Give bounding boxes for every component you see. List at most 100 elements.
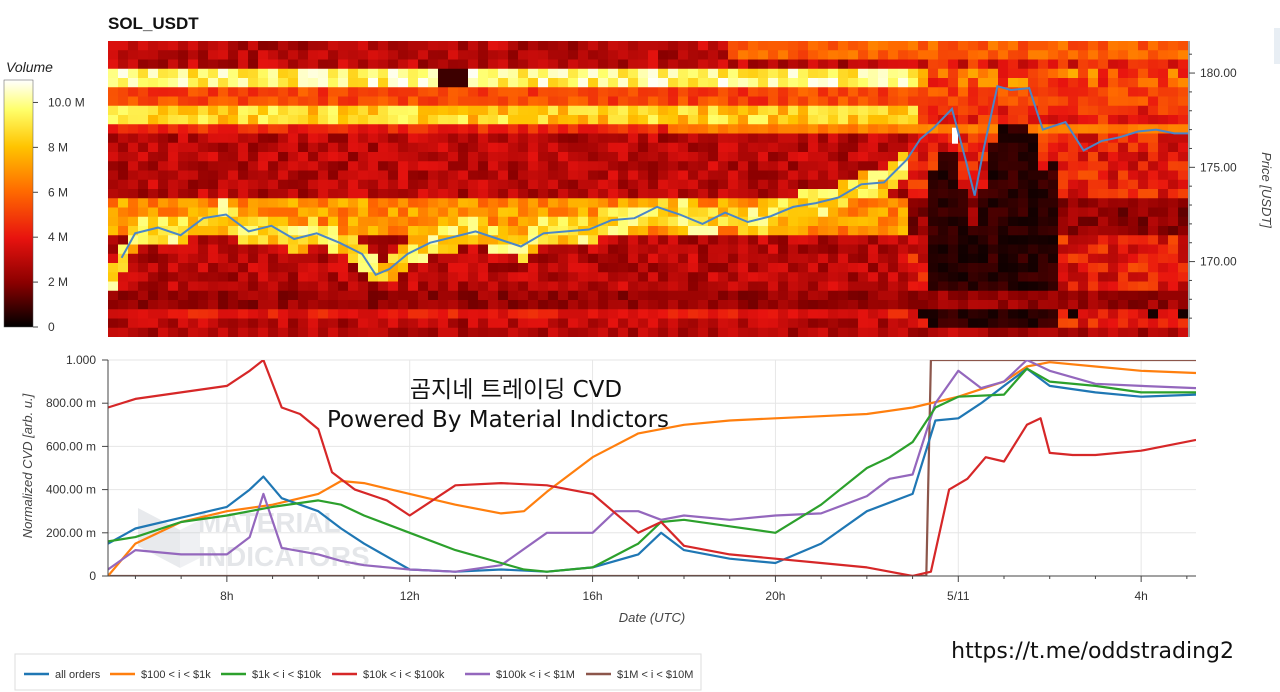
heatmap-cell: [688, 161, 699, 172]
heatmap-cell: [858, 318, 869, 329]
heatmap-cell: [238, 179, 249, 190]
heatmap-cell: [618, 179, 629, 190]
heatmap-cell: [438, 179, 449, 190]
heatmap-cell: [258, 179, 269, 190]
heatmap-cell: [878, 189, 889, 199]
heatmap-cell: [558, 105, 569, 116]
heatmap-cell: [388, 152, 399, 162]
heatmap-cell: [1128, 216, 1139, 227]
heatmap-cell: [678, 59, 689, 70]
legend-label[interactable]: $1k < i < $10k: [252, 669, 322, 681]
heatmap-cell: [518, 272, 529, 283]
heatmap-cell: [748, 115, 759, 125]
heatmap-cell: [268, 50, 279, 61]
heatmap-cell: [1068, 152, 1079, 162]
legend-label[interactable]: $10k < i < $100k: [363, 669, 445, 681]
heatmap-cell: [328, 226, 339, 236]
heatmap-cell: [738, 309, 749, 320]
heatmap-cell: [1058, 207, 1069, 218]
heatmap-cell: [978, 87, 989, 98]
heatmap-cell: [1008, 78, 1019, 88]
heatmap-cell: [618, 281, 629, 292]
heatmap-cell: [178, 124, 189, 135]
heatmap-cell: [928, 207, 939, 218]
heatmap-cell: [208, 68, 219, 79]
heatmap-cell: [648, 272, 659, 283]
heatmap-cell: [638, 105, 649, 116]
heatmap-cell: [698, 59, 709, 70]
heatmap-cell: [298, 161, 309, 172]
heatmap-cell: [738, 78, 749, 88]
heatmap-cell: [578, 68, 589, 79]
heatmap-cell: [598, 78, 609, 88]
heatmap-cell: [578, 124, 589, 135]
heatmap-cell: [158, 207, 169, 218]
heatmap-cell: [228, 272, 239, 283]
heatmap-cell: [518, 216, 529, 227]
heatmap-cell: [678, 68, 689, 79]
heatmap-cell: [1018, 179, 1029, 190]
heatmap-cell: [1058, 115, 1069, 125]
heatmap-cell: [488, 142, 499, 153]
side-toolbar-handle[interactable]: [1274, 28, 1280, 64]
heatmap-cell: [1098, 179, 1109, 190]
footer-link[interactable]: https://t.me/oddstrading2: [951, 639, 1234, 664]
heatmap-cell: [318, 226, 329, 236]
legend-label[interactable]: $1M < i < $10M: [617, 669, 693, 681]
heatmap-cell: [968, 226, 979, 236]
heatmap-cell: [308, 198, 319, 209]
heatmap-cell: [948, 309, 959, 320]
heatmap-cell: [1138, 263, 1149, 273]
heatmap-cell: [138, 59, 149, 70]
heatmap-cell: [758, 318, 769, 329]
heatmap-cell: [978, 318, 989, 329]
heatmap-cell: [508, 59, 519, 70]
heatmap-cell: [398, 68, 409, 79]
heatmap-cell: [1168, 318, 1179, 329]
heatmap-cell: [578, 50, 589, 61]
heatmap-cell: [198, 170, 209, 181]
heatmap-cell: [538, 318, 549, 329]
heatmap-cell: [218, 105, 229, 116]
heatmap-cell: [118, 272, 129, 283]
heatmap-cell: [708, 41, 719, 51]
heatmap-cell: [168, 309, 179, 320]
heatmap-cell: [498, 133, 509, 144]
heatmap-cell: [788, 244, 799, 255]
legend-label[interactable]: $100 < i < $1k: [141, 669, 211, 681]
heatmap-cell: [258, 105, 269, 116]
heatmap-cell: [608, 235, 619, 246]
heatmap-cell: [538, 170, 549, 181]
heatmap-cell: [168, 96, 179, 107]
heatmap-cell: [278, 115, 289, 125]
heatmap-cell: [948, 290, 959, 301]
heatmap-cell: [778, 189, 789, 199]
heatmap-cell: [318, 244, 329, 255]
heatmap-cell: [888, 244, 899, 255]
heatmap-cell: [738, 133, 749, 144]
heatmap-cell: [898, 41, 909, 51]
heatmap-cell: [498, 59, 509, 70]
heatmap-cell: [408, 207, 419, 218]
heatmap-cell: [208, 327, 219, 337]
heatmap-cell: [218, 272, 229, 283]
heatmap-cell: [848, 133, 859, 144]
legend-label[interactable]: $100k < i < $1M: [496, 669, 575, 681]
heatmap-cell: [678, 272, 689, 283]
heatmap-cell: [538, 207, 549, 218]
heatmap-cell: [1108, 170, 1119, 181]
heatmap-cell: [218, 318, 229, 329]
heatmap-cell: [278, 253, 289, 264]
heatmap-cell: [598, 124, 609, 135]
heatmap-cell: [398, 300, 409, 310]
heatmap-cell: [878, 78, 889, 88]
heatmap-cell: [968, 133, 979, 144]
heatmap-cell: [178, 263, 189, 273]
heatmap-cell: [618, 124, 629, 135]
heatmap-cell: [428, 244, 439, 255]
heatmap-cell: [248, 133, 259, 144]
heatmap-cell: [448, 161, 459, 172]
heatmap-cell: [488, 87, 499, 98]
heatmap-cell: [188, 133, 199, 144]
legend-label[interactable]: all orders: [55, 669, 101, 681]
